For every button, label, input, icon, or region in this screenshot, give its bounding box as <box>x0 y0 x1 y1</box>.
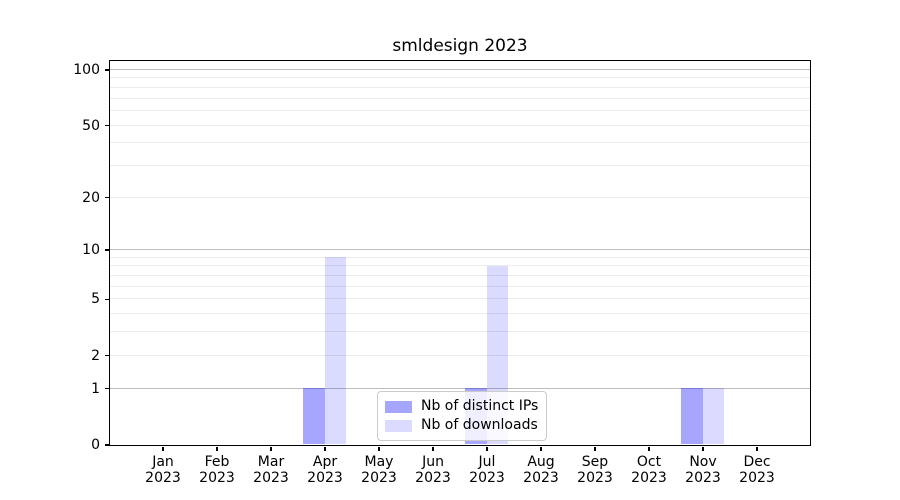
x-tick-label-feb: Feb 2023 <box>182 454 252 486</box>
gridline-minor <box>109 256 810 258</box>
x-tick-year: 2023 <box>469 469 505 486</box>
bar-distinct-ips-apr <box>303 388 325 445</box>
x-tick-year: 2023 <box>577 469 613 486</box>
x-tick-mark <box>702 446 704 451</box>
x-tick-month: Jun <box>422 454 444 470</box>
gridline-minor <box>109 142 810 144</box>
gridline-minor <box>109 331 810 333</box>
gridline-minor <box>109 97 810 99</box>
x-tick-month: May <box>364 454 394 470</box>
x-tick-year: 2023 <box>199 469 235 486</box>
gridline-major <box>109 249 810 251</box>
legend-label-downloads: Nb of downloads <box>421 417 538 433</box>
y-tick-mark <box>104 354 109 357</box>
x-tick-year: 2023 <box>361 469 397 486</box>
x-tick-mark <box>216 446 218 451</box>
legend-label-distinct-ips: Nb of distinct IPs <box>421 398 539 414</box>
gridline-minor <box>109 86 810 88</box>
x-tick-month: Sep <box>581 454 609 470</box>
x-tick-mark <box>324 446 326 451</box>
y-tick-label: 0 <box>91 437 100 453</box>
gridline-minor <box>109 265 810 267</box>
x-tick-month: Mar <box>257 454 285 470</box>
x-tick-label-mar: Mar 2023 <box>236 454 306 486</box>
y-tick-mark <box>104 196 109 199</box>
x-tick-mark <box>270 446 272 451</box>
legend-swatch-distinct-ips <box>385 400 412 413</box>
x-tick-year: 2023 <box>415 469 451 486</box>
x-tick-month: Nov <box>689 454 717 470</box>
legend-row-distinct-ips: Nb of distinct IPs <box>385 397 538 416</box>
chart-title: smldesign 2023 <box>392 36 528 56</box>
y-tick-mark <box>104 69 109 71</box>
x-tick-label-jan: Jan 2023 <box>128 454 198 486</box>
y-tick-label: 1 <box>91 380 100 397</box>
x-tick-mark <box>594 446 596 451</box>
gridline-minor <box>109 313 810 315</box>
y-tick-label: 100 <box>73 62 100 78</box>
x-tick-label-nov: Nov 2023 <box>668 454 738 486</box>
legend-swatch-downloads <box>385 419 412 432</box>
y-tick-label: 50 <box>82 117 100 134</box>
x-tick-label-oct: Oct 2023 <box>614 454 684 486</box>
x-tick-mark <box>756 446 758 451</box>
gridline-minor <box>109 298 810 300</box>
x-tick-mark <box>162 446 164 451</box>
x-tick-label-jul: Jul 2023 <box>452 454 522 486</box>
legend: Nb of distinct IPs Nb of downloads <box>377 391 548 441</box>
x-tick-label-aug: Aug 2023 <box>506 454 576 486</box>
y-tick-mark <box>104 444 109 446</box>
x-tick-label-jun: Jun 2023 <box>398 454 468 486</box>
y-tick-mark <box>104 387 109 390</box>
x-tick-mark <box>378 446 380 451</box>
x-tick-label-dec: Dec 2023 <box>722 454 792 486</box>
x-tick-year: 2023 <box>307 469 343 486</box>
gridline-minor <box>109 275 810 277</box>
bar-downloads-apr <box>324 257 346 445</box>
x-tick-label-apr: Apr 2023 <box>290 454 360 486</box>
bar-downloads-nov <box>702 388 724 445</box>
gridline-minor <box>109 285 810 287</box>
y-tick-label: 5 <box>91 291 100 308</box>
y-tick-label: 20 <box>82 189 100 206</box>
bar-distinct-ips-nov <box>681 388 703 445</box>
x-tick-year: 2023 <box>739 469 775 486</box>
y-tick-mark <box>104 124 109 127</box>
x-tick-year: 2023 <box>685 469 721 486</box>
x-tick-year: 2023 <box>145 469 181 486</box>
gridline-minor <box>109 196 810 198</box>
gridline-major <box>109 69 810 70</box>
x-tick-month: Dec <box>743 454 771 470</box>
x-tick-label-may: May 2023 <box>344 454 414 486</box>
x-tick-month: Jul <box>478 454 496 470</box>
x-tick-mark <box>432 446 434 451</box>
x-tick-year: 2023 <box>631 469 667 486</box>
x-tick-month: Jan <box>152 454 174 470</box>
gridline-minor <box>109 354 810 356</box>
legend-row-downloads: Nb of downloads <box>385 416 538 435</box>
x-tick-month: Apr <box>312 454 338 470</box>
gridline-minor <box>109 164 810 166</box>
x-tick-label-sep: Sep 2023 <box>560 454 630 486</box>
x-tick-year: 2023 <box>523 469 559 486</box>
x-tick-mark <box>540 446 542 451</box>
y-tick-label: 2 <box>91 347 100 364</box>
x-tick-year: 2023 <box>253 469 289 486</box>
y-tick-mark <box>104 249 109 251</box>
plot-area <box>108 59 811 446</box>
x-tick-mark <box>486 446 488 451</box>
y-tick-label: 10 <box>82 242 100 259</box>
y-tick-mark <box>104 298 109 301</box>
x-tick-mark <box>648 446 650 451</box>
x-tick-month: Oct <box>636 454 662 470</box>
gridline-minor <box>109 124 810 126</box>
gridline-minor <box>109 77 810 79</box>
gridline-major <box>109 387 810 389</box>
gridline-minor <box>109 109 810 111</box>
x-tick-month: Feb <box>204 454 230 470</box>
x-tick-month: Aug <box>527 454 555 470</box>
